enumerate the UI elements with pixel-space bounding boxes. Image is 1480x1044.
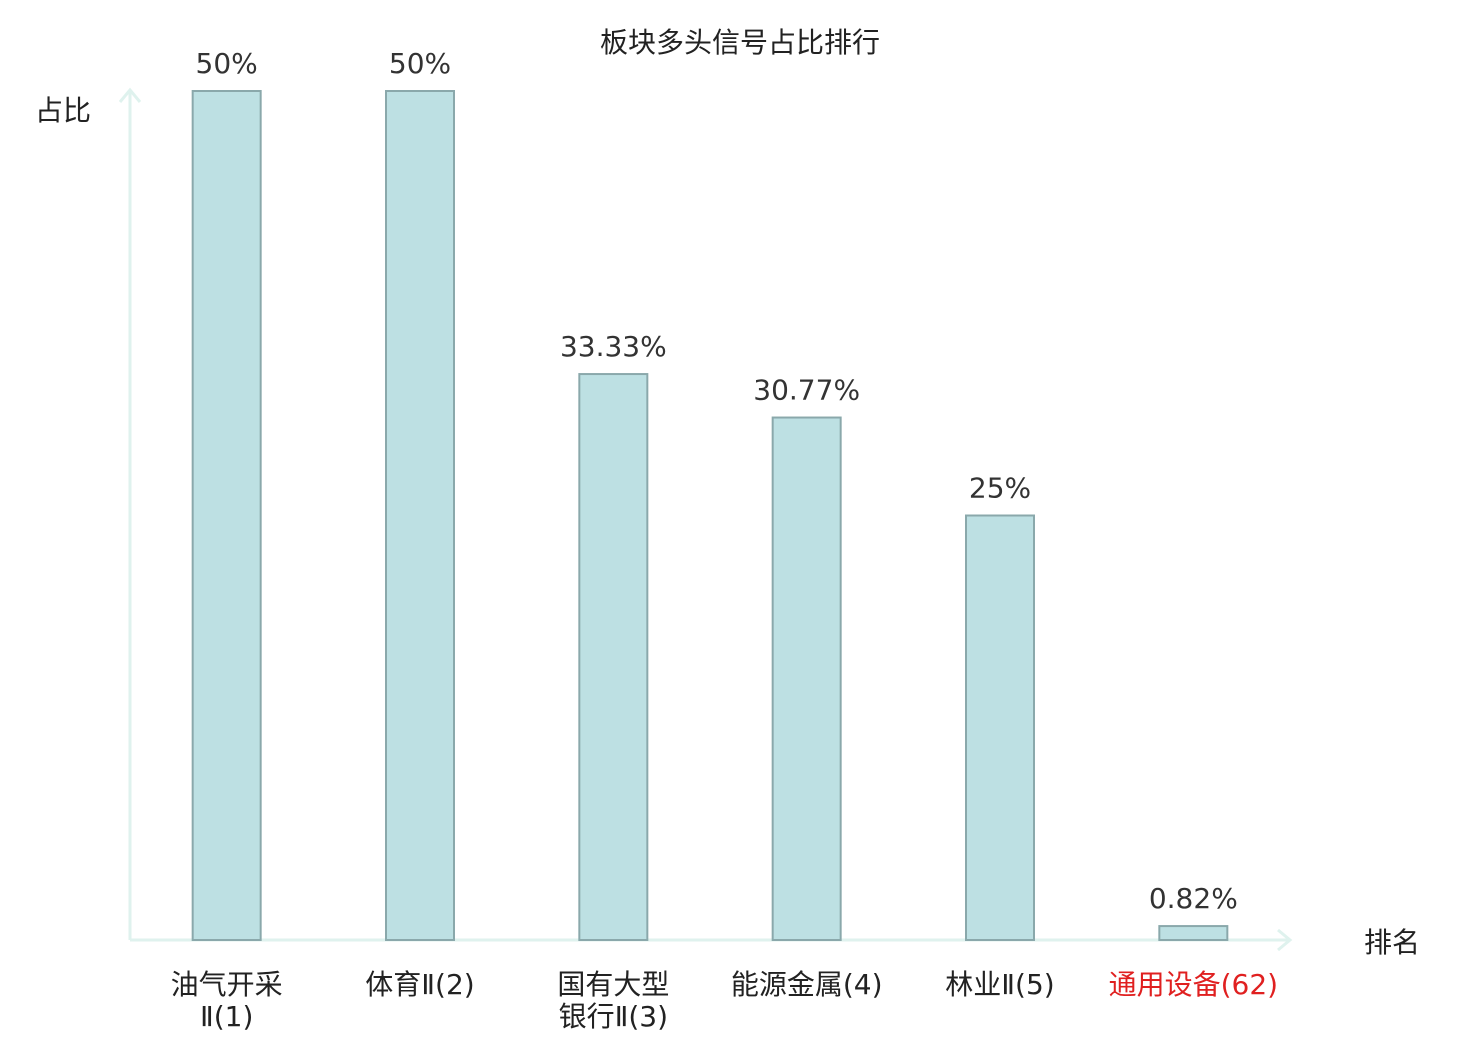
bar [385,90,455,941]
x-tick-label: 通用设备(62) [1109,968,1278,1001]
x-tick-label: 体育Ⅱ(2) [365,968,474,1001]
y-axis-arrow [118,87,142,103]
bar [965,514,1035,941]
x-tick-label: 银行Ⅱ(3) [559,1000,668,1033]
x-tick-label: 能源金属(4) [731,968,883,1001]
value-label: 25% [969,472,1031,505]
value-label: 50% [389,47,451,80]
chart-title: 板块多头信号占比排行 [600,26,880,59]
bar [1158,925,1229,942]
value-label: 50% [196,47,258,80]
y-axis-title: 占比 [35,94,91,127]
x-tick-label: 国有大型 [557,968,669,1001]
value-label: 30.77% [753,374,860,407]
x-tick-label: 油气开采 [171,968,283,1001]
x-tick-label: Ⅱ(1) [200,1000,253,1033]
bar [771,416,842,941]
value-label: 33.33% [560,330,667,363]
bar [578,373,649,942]
value-label: 0.82% [1149,882,1238,915]
bar [191,90,262,941]
x-tick-label: 林业Ⅱ(5) [945,968,1054,1001]
x-axis-arrow [1277,928,1293,952]
x-axis-title: 排名 [1364,926,1420,959]
